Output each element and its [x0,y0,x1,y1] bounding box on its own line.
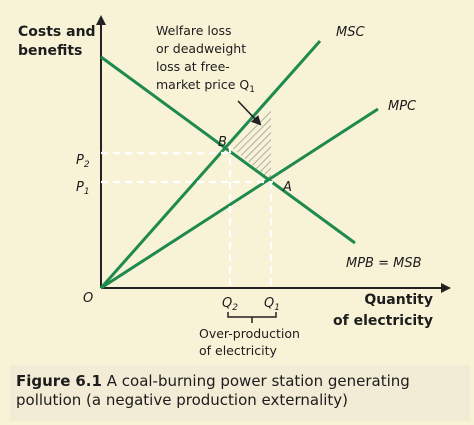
welfare-note-line4: market price Q1 [156,77,255,95]
mpc-curve [100,107,379,290]
p2-label: P2 [76,153,90,170]
welfare-note-line1: Welfare loss [156,23,232,38]
mpc-label: MPC [388,99,417,114]
mpb-msb-curve [100,55,356,245]
x-axis-title-line2: of electricity [333,313,433,329]
overproduction-note-line1: Over-production [199,326,300,341]
caption-text-line1: A coal-burning power station generating [106,372,410,390]
msc-curve [99,40,322,289]
figure-caption: Figure 6.1 A coal-burning power station g… [10,365,470,421]
msc-label: MSC [336,25,365,40]
caption-figure-number: 6.1 [75,372,102,390]
caption-line-1: Figure 6.1 A coal-burning power station g… [16,372,464,391]
deadweight-loss-area [230,108,271,181]
q1-label: Q1 [264,296,280,313]
x-axis-title-line1: Quantity [364,292,433,308]
caption-figure-prefix: Figure [16,372,71,390]
point-b-label: B [218,135,227,150]
mpb-msb-label: MPB = MSB [346,256,422,271]
origin-label: O [83,291,93,306]
y-axis-title-line2: benefits [18,43,82,59]
externality-diagram: Costs and benefits Quantity of electrici… [18,15,451,358]
point-a-label: A [282,180,292,195]
welfare-loss-pointer [237,100,262,126]
q2-label: Q2 [222,296,238,313]
caption-line-2: pollution (a negative production externa… [16,391,464,410]
welfare-note-line3: loss at free- [156,59,230,74]
caption-text-line2: pollution (a negative production externa… [16,391,349,409]
y-axis-title-line1: Costs and [18,24,96,40]
overproduction-note-line2: of electricity [199,343,278,358]
p1-label: P1 [76,180,90,197]
welfare-note-line2: or deadweight [156,41,246,56]
